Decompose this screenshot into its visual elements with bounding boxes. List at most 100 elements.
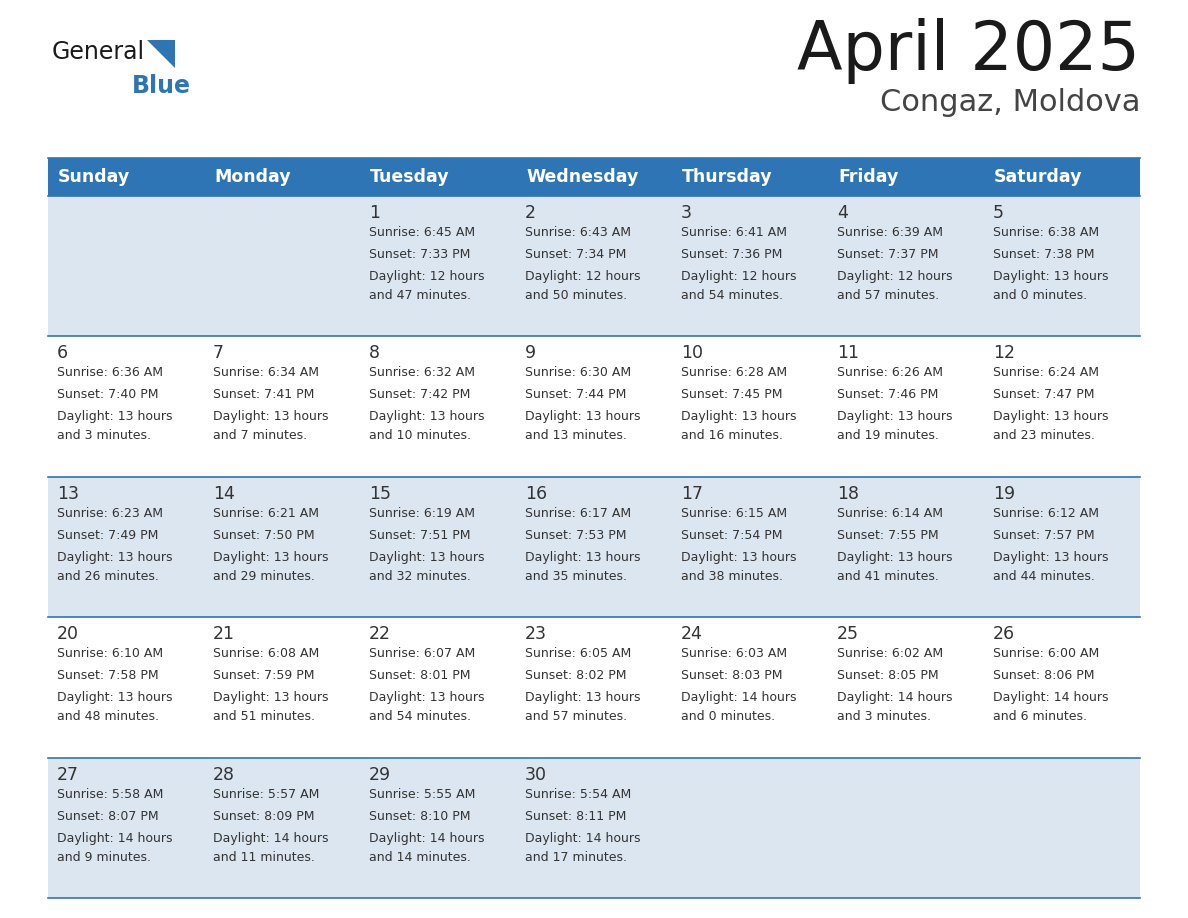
Text: 29: 29 (369, 766, 391, 784)
Text: 25: 25 (838, 625, 859, 644)
Text: and 29 minutes.: and 29 minutes. (213, 570, 315, 583)
FancyBboxPatch shape (48, 336, 204, 476)
FancyBboxPatch shape (360, 476, 516, 617)
Text: 21: 21 (213, 625, 235, 644)
Text: Daylight: 13 hours: Daylight: 13 hours (369, 551, 485, 564)
Text: Sunrise: 6:12 AM: Sunrise: 6:12 AM (993, 507, 1099, 520)
Text: Sunrise: 6:19 AM: Sunrise: 6:19 AM (369, 507, 475, 520)
FancyBboxPatch shape (516, 757, 672, 898)
Text: Congaz, Moldova: Congaz, Moldova (879, 88, 1140, 117)
Text: Sunset: 8:02 PM: Sunset: 8:02 PM (525, 669, 626, 682)
Text: 9: 9 (525, 344, 536, 363)
Text: Sunrise: 6:45 AM: Sunrise: 6:45 AM (369, 226, 475, 239)
Text: Daylight: 14 hours: Daylight: 14 hours (369, 832, 485, 845)
Text: Daylight: 13 hours: Daylight: 13 hours (681, 410, 796, 423)
Text: Sunset: 7:38 PM: Sunset: 7:38 PM (993, 248, 1094, 261)
Text: 26: 26 (993, 625, 1015, 644)
Text: Daylight: 13 hours: Daylight: 13 hours (681, 551, 796, 564)
Text: and 47 minutes.: and 47 minutes. (369, 289, 470, 302)
FancyBboxPatch shape (204, 757, 360, 898)
FancyBboxPatch shape (48, 158, 204, 196)
Text: Sunrise: 6:41 AM: Sunrise: 6:41 AM (681, 226, 786, 239)
Text: Daylight: 12 hours: Daylight: 12 hours (525, 270, 640, 283)
Text: 4: 4 (838, 204, 848, 222)
Text: and 50 minutes.: and 50 minutes. (525, 289, 627, 302)
Text: and 57 minutes.: and 57 minutes. (838, 289, 940, 302)
Text: Sunrise: 6:28 AM: Sunrise: 6:28 AM (681, 366, 788, 379)
Text: Daylight: 13 hours: Daylight: 13 hours (525, 551, 640, 564)
Text: Daylight: 14 hours: Daylight: 14 hours (57, 832, 172, 845)
Text: Sunset: 8:05 PM: Sunset: 8:05 PM (838, 669, 939, 682)
FancyBboxPatch shape (828, 757, 984, 898)
FancyBboxPatch shape (828, 158, 984, 196)
Text: and 51 minutes.: and 51 minutes. (213, 711, 315, 723)
Text: Sunrise: 6:03 AM: Sunrise: 6:03 AM (681, 647, 788, 660)
Text: Sunset: 7:59 PM: Sunset: 7:59 PM (213, 669, 315, 682)
Text: and 0 minutes.: and 0 minutes. (993, 289, 1087, 302)
Text: Daylight: 13 hours: Daylight: 13 hours (525, 691, 640, 704)
Text: Monday: Monday (214, 168, 291, 186)
FancyBboxPatch shape (984, 196, 1140, 336)
Text: Sunrise: 5:54 AM: Sunrise: 5:54 AM (525, 788, 631, 800)
Text: 19: 19 (993, 485, 1015, 503)
Text: Daylight: 13 hours: Daylight: 13 hours (57, 691, 172, 704)
Text: Daylight: 13 hours: Daylight: 13 hours (993, 551, 1108, 564)
Text: Sunset: 7:33 PM: Sunset: 7:33 PM (369, 248, 470, 261)
Text: Sunset: 8:06 PM: Sunset: 8:06 PM (993, 669, 1094, 682)
FancyBboxPatch shape (204, 476, 360, 617)
Text: Sunset: 8:03 PM: Sunset: 8:03 PM (681, 669, 783, 682)
Text: Sunday: Sunday (58, 168, 131, 186)
Text: and 13 minutes.: and 13 minutes. (525, 430, 627, 442)
Text: Daylight: 13 hours: Daylight: 13 hours (213, 551, 329, 564)
FancyBboxPatch shape (48, 476, 204, 617)
FancyBboxPatch shape (360, 757, 516, 898)
Text: Sunrise: 6:17 AM: Sunrise: 6:17 AM (525, 507, 631, 520)
Text: and 38 minutes.: and 38 minutes. (681, 570, 783, 583)
Text: and 41 minutes.: and 41 minutes. (838, 570, 939, 583)
Text: Sunrise: 6:38 AM: Sunrise: 6:38 AM (993, 226, 1099, 239)
Text: Daylight: 13 hours: Daylight: 13 hours (57, 551, 172, 564)
Text: and 48 minutes.: and 48 minutes. (57, 711, 159, 723)
FancyBboxPatch shape (516, 158, 672, 196)
FancyBboxPatch shape (828, 196, 984, 336)
Text: 8: 8 (369, 344, 380, 363)
Text: Daylight: 14 hours: Daylight: 14 hours (213, 832, 329, 845)
Text: Sunrise: 6:00 AM: Sunrise: 6:00 AM (993, 647, 1099, 660)
Text: 13: 13 (57, 485, 78, 503)
Text: Thursday: Thursday (682, 168, 772, 186)
Text: April 2025: April 2025 (797, 18, 1140, 84)
Text: Saturday: Saturday (994, 168, 1082, 186)
Text: and 54 minutes.: and 54 minutes. (369, 711, 470, 723)
Text: 12: 12 (993, 344, 1015, 363)
Text: Daylight: 13 hours: Daylight: 13 hours (369, 410, 485, 423)
Text: 14: 14 (213, 485, 235, 503)
Text: Sunrise: 5:55 AM: Sunrise: 5:55 AM (369, 788, 475, 800)
Text: 22: 22 (369, 625, 391, 644)
Text: Sunrise: 6:15 AM: Sunrise: 6:15 AM (681, 507, 788, 520)
Text: Daylight: 14 hours: Daylight: 14 hours (993, 691, 1108, 704)
Text: Sunrise: 6:08 AM: Sunrise: 6:08 AM (213, 647, 320, 660)
Text: and 16 minutes.: and 16 minutes. (681, 430, 783, 442)
Text: Sunrise: 6:43 AM: Sunrise: 6:43 AM (525, 226, 631, 239)
Text: Sunset: 7:49 PM: Sunset: 7:49 PM (57, 529, 158, 542)
Text: Sunrise: 6:34 AM: Sunrise: 6:34 AM (213, 366, 320, 379)
Text: 28: 28 (213, 766, 235, 784)
Text: Sunset: 7:41 PM: Sunset: 7:41 PM (213, 388, 315, 401)
Text: Sunrise: 6:10 AM: Sunrise: 6:10 AM (57, 647, 163, 660)
Text: Sunset: 7:36 PM: Sunset: 7:36 PM (681, 248, 783, 261)
Text: Sunset: 8:07 PM: Sunset: 8:07 PM (57, 810, 159, 823)
Text: and 17 minutes.: and 17 minutes. (525, 851, 627, 864)
Text: Daylight: 12 hours: Daylight: 12 hours (838, 270, 953, 283)
Text: and 11 minutes.: and 11 minutes. (213, 851, 315, 864)
FancyBboxPatch shape (984, 336, 1140, 476)
FancyBboxPatch shape (828, 617, 984, 757)
FancyBboxPatch shape (672, 336, 828, 476)
Text: Daylight: 14 hours: Daylight: 14 hours (681, 691, 796, 704)
Text: Sunrise: 6:36 AM: Sunrise: 6:36 AM (57, 366, 163, 379)
Text: 11: 11 (838, 344, 859, 363)
Text: Wednesday: Wednesday (526, 168, 638, 186)
Text: Sunrise: 6:14 AM: Sunrise: 6:14 AM (838, 507, 943, 520)
Text: Sunset: 7:51 PM: Sunset: 7:51 PM (369, 529, 470, 542)
Text: Sunset: 7:45 PM: Sunset: 7:45 PM (681, 388, 783, 401)
Text: General: General (52, 40, 145, 64)
